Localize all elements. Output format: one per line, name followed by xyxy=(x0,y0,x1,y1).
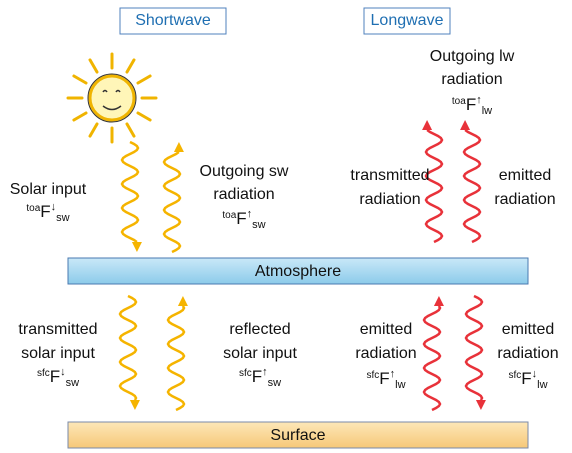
flux-label: toaF↑lw xyxy=(452,94,492,117)
label: radiation xyxy=(355,345,416,362)
label: Solar input xyxy=(10,181,87,198)
flux-subscript: sw xyxy=(268,377,282,389)
wave xyxy=(422,305,442,412)
flux-prefix: sfc xyxy=(508,370,521,381)
sun-rays xyxy=(66,52,158,144)
flux-subscript: lw xyxy=(537,379,547,391)
ray xyxy=(125,58,136,74)
flux-subscript: sw xyxy=(66,377,80,389)
flux-subscript: lw xyxy=(395,379,405,391)
arrowhead xyxy=(460,120,471,130)
flux-symbol: F xyxy=(466,95,476,114)
label: emitted xyxy=(502,321,554,338)
arrowhead xyxy=(131,242,142,252)
flux-label: toaF↑sw xyxy=(222,208,265,231)
label: radiation xyxy=(213,186,274,203)
flux-arrow: ↑ xyxy=(247,208,253,220)
layer-label: Surface xyxy=(270,427,325,444)
flux-arrow: ↓ xyxy=(51,201,57,213)
layer-label: Atmosphere xyxy=(255,263,341,280)
flux-subscript: sw xyxy=(252,219,266,231)
label: emitted xyxy=(499,167,551,184)
arrowhead xyxy=(475,400,486,410)
flux-arrow: ↑ xyxy=(476,94,482,106)
label: radiation xyxy=(359,191,420,208)
flux-symbol: F xyxy=(50,367,60,386)
wave xyxy=(462,128,482,244)
label: transmitted xyxy=(350,167,429,184)
flux-label: sfcF↓sw xyxy=(37,366,79,389)
flux-prefix: sfc xyxy=(37,368,50,379)
label: transmitted xyxy=(18,321,97,338)
flux-subscript: lw xyxy=(482,105,492,117)
wave xyxy=(166,305,186,412)
label: solar input xyxy=(223,345,297,362)
label: Outgoing sw xyxy=(200,163,289,180)
sun xyxy=(87,73,137,123)
flux-prefix: toa xyxy=(26,203,40,214)
surface-bar xyxy=(67,421,529,449)
arrowhead xyxy=(173,142,184,152)
header: Shortwave xyxy=(135,12,211,29)
flux-arrow: ↓ xyxy=(60,366,66,378)
flux-arrow: ↑ xyxy=(390,368,396,380)
arrowhead xyxy=(177,296,188,306)
ray xyxy=(72,111,88,122)
wave xyxy=(118,294,138,401)
radiation-arrows xyxy=(118,120,486,412)
label: emitted xyxy=(360,321,412,338)
arrowhead xyxy=(422,120,433,130)
flux-prefix: sfc xyxy=(239,368,252,379)
header: Longwave xyxy=(371,12,444,29)
flux-symbol: F xyxy=(236,209,246,228)
ray xyxy=(88,122,99,138)
label: radiation xyxy=(497,345,558,362)
flux-label: toaF↓sw xyxy=(26,201,69,224)
wave xyxy=(120,140,140,244)
arrowhead xyxy=(433,296,444,306)
flux-subscript: sw xyxy=(56,212,70,224)
ray xyxy=(72,74,88,85)
ray xyxy=(136,74,152,85)
label: radiation xyxy=(441,71,502,88)
flux-arrow: ↓ xyxy=(532,368,538,380)
header-box xyxy=(363,7,451,35)
flux-prefix: sfc xyxy=(366,370,379,381)
wave xyxy=(464,294,484,401)
flux-symbol: F xyxy=(40,202,50,221)
flux-label: sfcF↓lw xyxy=(508,368,547,391)
ray xyxy=(88,58,99,74)
flux-symbol: F xyxy=(379,369,389,388)
label: Outgoing lw xyxy=(430,48,515,65)
label: reflected xyxy=(229,321,290,338)
flux-symbol: F xyxy=(521,369,531,388)
wave xyxy=(162,150,182,254)
label: radiation xyxy=(494,191,555,208)
header-box xyxy=(119,7,227,35)
arrowhead xyxy=(129,400,140,410)
ray xyxy=(125,122,136,138)
wave xyxy=(424,128,444,244)
flux-label: sfcF↑lw xyxy=(366,368,405,391)
ray xyxy=(136,111,152,122)
flux-symbol: F xyxy=(252,367,262,386)
flux-prefix: toa xyxy=(452,96,466,107)
label: solar input xyxy=(21,345,95,362)
flux-prefix: toa xyxy=(222,210,236,221)
flux-arrow: ↑ xyxy=(262,366,268,378)
flux-label: sfcF↑sw xyxy=(239,366,281,389)
atmosphere-bar xyxy=(67,257,529,285)
